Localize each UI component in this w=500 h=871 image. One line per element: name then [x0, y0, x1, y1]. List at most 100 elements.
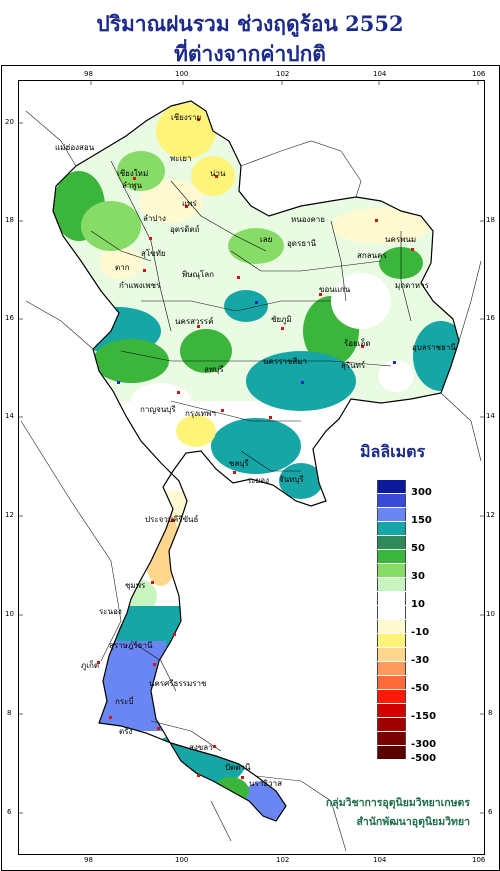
province-label: อุดรธานี: [287, 239, 317, 248]
lat-tick-left-20: 20: [5, 118, 14, 126]
lon-tick-bottom-100: 100: [175, 856, 189, 864]
lat-tick-right-10: 10: [486, 610, 495, 618]
legend-label: 150: [411, 515, 432, 526]
province-label: ขอนแก่น: [319, 285, 351, 294]
credit-line-1: กลุ่มวิชาการอุตุนิยมวิทยาเกษตร: [325, 797, 470, 809]
legend-label: 10: [411, 599, 425, 610]
legend-label: -150: [411, 711, 437, 722]
province-label: เชียงใหม่: [117, 169, 149, 178]
province-label: มุกดาหาร: [395, 281, 429, 290]
lat-tick-left-8: 8: [7, 709, 12, 717]
lat-tick-right-12: 12: [486, 511, 495, 519]
lon-tick-top-104: 104: [373, 70, 387, 78]
lat-tick-left-14: 14: [5, 412, 14, 420]
legend-swatch: [377, 606, 406, 619]
legend-swatch: [377, 676, 406, 689]
legend-swatch: [377, 634, 406, 647]
legend-label: -50: [411, 683, 430, 694]
province-label: กำแพงเพชร: [119, 281, 161, 290]
legend-swatch: [377, 522, 406, 535]
province-label: เลย: [260, 235, 273, 244]
lon-tick-top-106: 106: [472, 70, 486, 78]
province-label: สกลนคร: [357, 251, 387, 260]
legend-swatch: [377, 578, 406, 591]
lat-tick-right-16: 16: [486, 314, 495, 322]
map-frame: เชียงราย แม่ฮ่องสอน เชียงใหม่ พะเยา ลำพู…: [18, 80, 485, 855]
province-label: นครราชสีมา: [263, 357, 307, 366]
province-label: สงขลา: [189, 743, 213, 752]
province-label: ประจวบคีรีขันธ์: [145, 515, 199, 524]
province-label: แพร่: [182, 199, 197, 208]
legend-swatch: [377, 620, 406, 633]
legend-swatch: [377, 746, 406, 759]
legend-label: -500: [411, 753, 437, 764]
legend-label: -30: [411, 655, 430, 666]
legend-label: -300: [411, 739, 437, 750]
province-label: สุรินทร์: [341, 361, 366, 370]
lat-tick-left-16: 16: [5, 314, 14, 322]
lat-tick-right-6: 6: [488, 808, 493, 816]
province-label: จันทบุรี: [279, 475, 304, 484]
lat-tick-left-12: 12: [5, 511, 14, 519]
lon-tick-top-102: 102: [276, 70, 290, 78]
province-label: นครพนม: [385, 235, 417, 244]
lon-tick-bottom-102: 102: [276, 856, 290, 864]
lat-tick-left-6: 6: [7, 808, 12, 816]
province-label: กาญจนบุรี: [140, 405, 176, 414]
lon-tick-bottom-98: 98: [84, 856, 93, 864]
province-label: เชียงราย: [171, 113, 202, 122]
legend-label: 300: [411, 487, 432, 498]
province-label: นครศรีธรรมราช: [149, 679, 207, 688]
province-label: ตาก: [115, 263, 130, 272]
legend-swatch: [377, 662, 406, 675]
province-label: ระนอง: [99, 607, 122, 616]
legend-title: มิลลิเมตร: [360, 442, 426, 461]
legend-swatch: [377, 690, 406, 703]
lat-tick-left-10: 10: [5, 610, 14, 618]
province-label: น่าน: [210, 169, 226, 178]
province-label: ระยอง: [247, 476, 269, 485]
province-label: อุบลราชธานี: [412, 343, 456, 352]
province-label: ลำปาง: [143, 214, 166, 223]
lat-tick-left-18: 18: [5, 216, 14, 224]
legend-swatch: [377, 550, 406, 563]
province-label: อุตรดิตถ์: [170, 225, 200, 234]
province-label: ร้อยเอ็ด: [344, 339, 371, 348]
lon-tick-bottom-106: 106: [472, 856, 486, 864]
province-label: แม่ฮ่องสอน: [55, 143, 95, 152]
province-label: นราธิวาส: [249, 779, 283, 788]
legend-swatch: [377, 564, 406, 577]
legend-label: 30: [411, 571, 425, 582]
province-label: พะเยา: [170, 154, 192, 163]
legend-swatch: [377, 718, 406, 731]
province-label: ตรัง: [119, 727, 133, 736]
map-title: ปริมาณฝนรวม ช่วงฤดูร้อน 2552: [96, 11, 404, 36]
credit-line-2: สำนักพัฒนาอุตุนิยมวิทยา: [356, 816, 470, 828]
province-label: ปัตตานี: [225, 763, 251, 772]
legend-swatch: [377, 536, 406, 549]
province-label: ชุมพร: [125, 581, 146, 590]
province-label: กระบี่: [115, 697, 134, 706]
legend-swatch: [377, 508, 406, 521]
province-label: ลพบุรี: [204, 365, 224, 374]
lat-tick-right-14: 14: [486, 412, 495, 420]
lat-tick-right-18: 18: [486, 216, 495, 224]
province-label: กรุงเทพฯ: [185, 409, 216, 418]
lat-tick-right-8: 8: [488, 709, 493, 717]
legend-swatch: [377, 732, 406, 745]
lon-tick-top-98: 98: [84, 70, 93, 78]
legend-swatch: [377, 480, 406, 493]
province-label: สุโขทัย: [141, 249, 166, 258]
province-label: ชัยภูมิ: [271, 315, 292, 324]
map-subtitle: ที่ต่างจากค่าปกติ: [174, 41, 326, 66]
lon-tick-top-100: 100: [175, 70, 189, 78]
province-label: หนองคาย: [291, 215, 325, 224]
legend-swatch: [377, 592, 406, 605]
legend-swatch: [377, 648, 406, 661]
province-label: พิษณุโลก: [182, 270, 215, 279]
legend-label: 50: [411, 543, 425, 554]
legend-swatch: [377, 704, 406, 717]
lon-tick-bottom-104: 104: [373, 856, 387, 864]
province-label: ลำพูน: [122, 181, 143, 190]
province-label: ภูเก็ต: [81, 661, 100, 670]
